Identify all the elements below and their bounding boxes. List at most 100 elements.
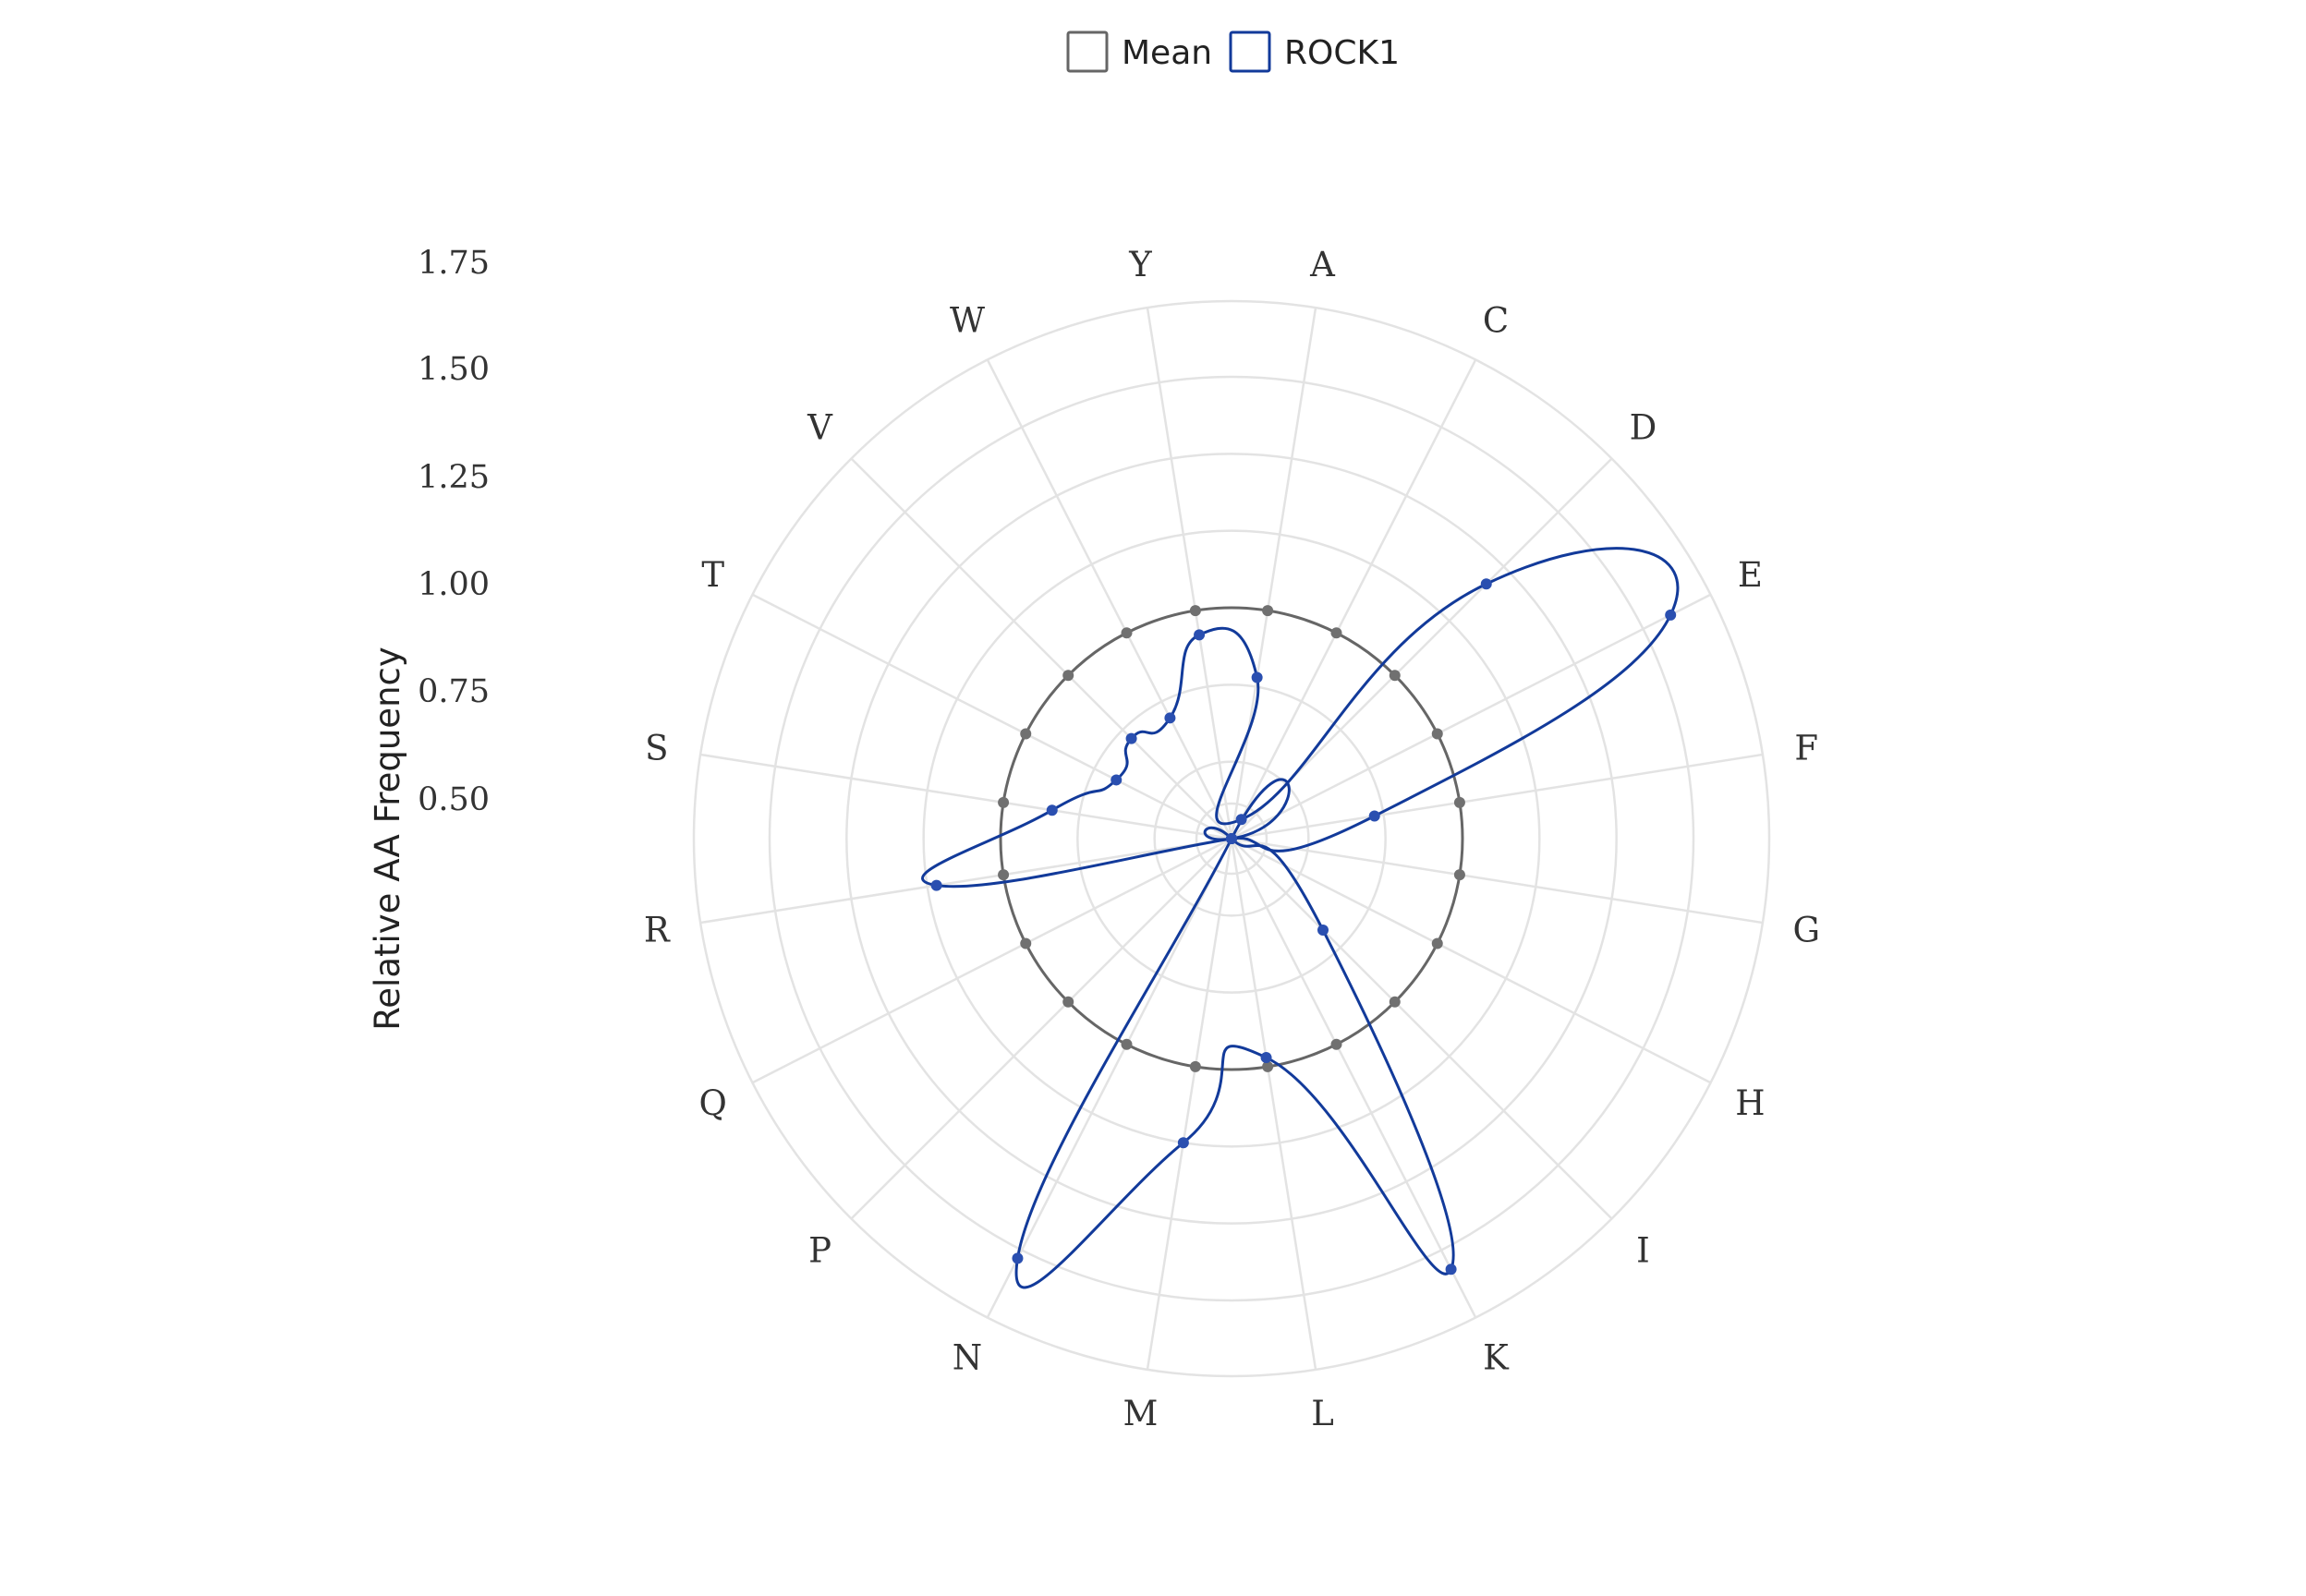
data-point-mean-R[interactable] — [998, 869, 1010, 881]
data-point-mean-K[interactable] — [1330, 1038, 1342, 1050]
grid-circle — [922, 529, 1541, 1148]
category-label-C: C — [1483, 301, 1509, 341]
legend-label-mean[interactable]: Mean — [1122, 34, 1212, 72]
category-label-Q: Q — [698, 1083, 726, 1123]
grid-spoke — [699, 753, 1232, 840]
data-point-mean-T[interactable] — [1020, 728, 1032, 740]
series-line-rock1 — [921, 547, 1680, 1289]
grid-spoke — [850, 457, 1232, 840]
data-point-rock1-W[interactable] — [1164, 712, 1176, 724]
grid-spoke — [699, 837, 1232, 925]
data-point-rock1-L[interactable] — [1260, 1052, 1272, 1064]
data-point-mean-P[interactable] — [1062, 996, 1074, 1008]
data-point-mean-A[interactable] — [1262, 605, 1274, 617]
grid-spoke — [1231, 837, 1712, 1084]
data-point-rock1-S[interactable] — [1046, 804, 1058, 816]
category-label-A: A — [1309, 245, 1336, 284]
category-label-M: M — [1123, 1394, 1159, 1433]
grid-spoke — [1230, 307, 1317, 840]
category-label-G: G — [1792, 911, 1820, 950]
grid-spoke — [1231, 837, 1764, 925]
data-point-mean-G[interactable] — [1453, 869, 1465, 881]
data-point-mean-W[interactable] — [1121, 627, 1133, 639]
grid-spoke — [1231, 593, 1712, 840]
grid-spoke — [986, 358, 1233, 840]
grid-spoke — [751, 837, 1232, 1084]
data-point-rock1-V[interactable] — [1125, 732, 1137, 744]
category-label-R: R — [644, 911, 671, 950]
category-label-I: I — [1636, 1230, 1650, 1270]
series-layer — [921, 547, 1680, 1289]
grid-circle — [845, 453, 1618, 1225]
radial-tick-label: 0.50 — [418, 781, 490, 818]
data-point-rock1-K[interactable] — [1445, 1264, 1457, 1276]
grid-spoke — [986, 838, 1233, 1319]
data-point-rock1-Y[interactable] — [1194, 629, 1206, 641]
category-label-E: E — [1738, 555, 1763, 595]
data-point-mean-Q[interactable] — [1020, 937, 1032, 949]
category-label-T: T — [701, 555, 724, 595]
category-label-N: N — [953, 1337, 982, 1377]
data-point-rock1-N[interactable] — [1012, 1252, 1024, 1264]
category-label-H: H — [1735, 1083, 1765, 1123]
category-label-D: D — [1630, 408, 1657, 448]
polar-grid — [692, 299, 1771, 1378]
category-label-K: K — [1483, 1337, 1510, 1377]
data-point-mean-C[interactable] — [1330, 627, 1342, 639]
data-point-mean-Y[interactable] — [1189, 605, 1201, 617]
data-point-rock1-Q[interactable] — [1226, 833, 1237, 844]
grid-spoke — [1146, 838, 1233, 1371]
grid-spoke — [1146, 307, 1233, 840]
series-mean — [998, 605, 1465, 1072]
data-point-mean-S[interactable] — [998, 796, 1010, 808]
data-point-mean-F[interactable] — [1453, 796, 1465, 808]
data-point-mean-N[interactable] — [1121, 1038, 1133, 1050]
category-label-S: S — [645, 728, 668, 768]
legend-swatch-rock1[interactable] — [1229, 30, 1271, 73]
y-axis-title: Relative AA Frequency — [368, 647, 407, 1031]
grid-circle — [1076, 683, 1387, 994]
category-label-W: W — [950, 301, 985, 341]
grid-spoke — [1231, 838, 1613, 1220]
grid-spoke — [850, 838, 1232, 1220]
grid-spoke — [1231, 753, 1764, 840]
grid-circle — [768, 375, 1695, 1302]
data-point-rock1-D[interactable] — [1480, 578, 1492, 590]
legend: Mean ROCK1 — [1066, 30, 1400, 73]
grid-spoke — [1230, 838, 1317, 1371]
grid-spoke — [751, 593, 1232, 840]
grid-spoke — [1230, 358, 1477, 840]
data-point-rock1-T[interactable] — [1111, 774, 1123, 786]
series-line-mean — [999, 606, 1464, 1071]
data-point-rock1-E[interactable] — [1665, 609, 1677, 621]
data-point-rock1-A[interactable] — [1251, 671, 1263, 683]
category-label-P: P — [808, 1230, 831, 1270]
grid-spoke — [1230, 838, 1477, 1319]
data-point-rock1-C[interactable] — [1235, 814, 1247, 826]
data-point-mean-V[interactable] — [1062, 670, 1074, 682]
data-point-rock1-I[interactable] — [1317, 924, 1329, 936]
radial-tick-label: 1.75 — [418, 245, 490, 282]
data-point-mean-L[interactable] — [1262, 1060, 1274, 1072]
data-point-mean-I[interactable] — [1389, 996, 1401, 1008]
radial-tick-label: 1.25 — [418, 459, 490, 496]
category-labels: A C D E F G H I K L M N P Q R S T V W Y — [644, 245, 1820, 1433]
data-point-mean-D[interactable] — [1389, 670, 1401, 682]
radial-ticks: 0.50 0.75 1.00 1.25 1.50 1.75 — [418, 245, 490, 818]
data-point-rock1-M[interactable] — [1177, 1137, 1189, 1149]
data-point-rock1-F[interactable] — [1368, 810, 1380, 822]
legend-label-rock1[interactable]: ROCK1 — [1284, 34, 1400, 72]
data-point-mean-E[interactable] — [1431, 728, 1443, 740]
data-point-mean-H[interactable] — [1431, 937, 1443, 949]
category-label-L: L — [1311, 1394, 1334, 1433]
data-point-rock1-R[interactable] — [930, 879, 942, 891]
grid-circle — [1195, 802, 1268, 876]
category-label-Y: Y — [1128, 245, 1152, 284]
radial-tick-label: 1.50 — [418, 351, 490, 388]
legend-swatch-mean[interactable] — [1066, 30, 1109, 73]
data-point-mean-M[interactable] — [1189, 1060, 1201, 1072]
radial-tick-label: 0.75 — [418, 673, 490, 710]
grid-circle — [1153, 760, 1310, 917]
